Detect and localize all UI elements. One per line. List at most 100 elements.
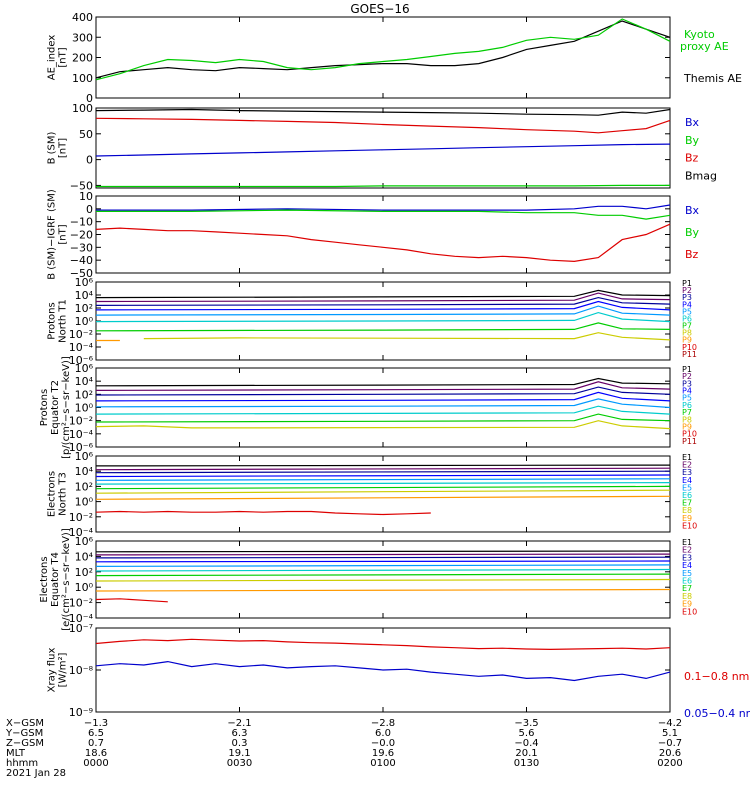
series-line — [95, 305, 671, 316]
legend-entry: E2 — [682, 461, 692, 470]
series-line — [95, 18, 671, 81]
legend-entry: P11 — [682, 437, 697, 446]
y-tick-label: 10⁶ — [75, 535, 94, 548]
legend-entry: P2 — [682, 372, 692, 381]
date-label: 2021 Jan 28 — [6, 768, 66, 779]
y-tick-label: 10⁻⁴ — [69, 526, 94, 539]
y-tick-label: 10⁻⁸ — [69, 664, 94, 677]
y-axis-label: Electrons — [47, 471, 58, 517]
orbit-value: −0.0 — [371, 738, 395, 749]
legend-entry: E7 — [682, 584, 692, 593]
y-axis-label: Xray flux — [47, 648, 58, 693]
y-tick-label: 10⁻⁴ — [69, 612, 94, 625]
panel-bsmigrf: 100−10−20−30−40−50 B (SM)−IGRF (SM) [nT] Bx… — [47, 189, 700, 280]
y-tick-label: 10⁻² — [69, 597, 93, 610]
y-tick-label: 10⁻⁶ — [69, 354, 94, 367]
legend-xray: 0.1−0.8 nm 0.05−0.4 nm — [684, 670, 750, 720]
legend-entry: E1 — [682, 538, 692, 547]
y-tick-label: 10⁴ — [75, 375, 94, 388]
orbit-value: 5.1 — [662, 728, 678, 739]
y-tick-label: 10² — [75, 302, 93, 315]
legend-entry: By — [685, 134, 700, 147]
y-axis-label: [W/m²] — [58, 652, 69, 687]
legend-entry: 0.1−0.8 nm — [684, 670, 749, 683]
series-line — [95, 573, 671, 577]
y-tick-label: 10⁶ — [75, 362, 94, 375]
orbit-value: 0200 — [657, 758, 682, 769]
legend-entry: P7 — [682, 322, 692, 331]
series-line — [95, 467, 671, 471]
series-line — [95, 588, 671, 592]
series-line — [95, 550, 671, 553]
series-line — [95, 413, 671, 423]
y-tick-label: −40 — [70, 254, 93, 267]
series-line — [95, 638, 671, 651]
series-line — [95, 377, 671, 387]
orbit-value: −2.1 — [227, 718, 251, 729]
y-axis-label: [nT] — [58, 47, 69, 67]
legend-entry: 0.05−0.4 nm — [684, 707, 750, 720]
legend-entry: E9 — [682, 600, 692, 609]
y-tick-label: 0 — [86, 203, 93, 216]
y-tick-label: 50 — [79, 128, 93, 141]
orbit-value: 6.0 — [375, 728, 391, 739]
series-line — [95, 478, 671, 481]
series-line — [95, 289, 671, 299]
orbit-value: −4.2 — [658, 718, 682, 729]
orbit-table: X−GSM −1.3 −2.1 −2.8 −3.5 −4.2 Y−GSM 6.5 6.3 6.0 5… — [5, 718, 683, 779]
y-tick-label: −50 — [70, 179, 93, 192]
legend-entry: P9 — [682, 336, 692, 345]
legend-bsm: Bx By Bz Bmag — [685, 116, 717, 182]
legend-entry: P8 — [682, 329, 692, 338]
series-line — [95, 489, 671, 494]
y-tick-label: 300 — [72, 31, 93, 44]
legend-entry: E6 — [682, 491, 692, 500]
y-tick-label: 10⁰ — [75, 402, 94, 415]
y-axis-label: North T3 — [58, 472, 69, 516]
series-line — [95, 381, 671, 391]
y-axis-label: B (SM) — [47, 131, 58, 164]
series-line — [96, 209, 671, 220]
legend-entry: P4 — [682, 387, 692, 396]
y-tick-label: 10² — [75, 480, 93, 493]
orbit-value: 20.6 — [659, 748, 681, 759]
series-line — [95, 292, 671, 303]
orbit-value: 5.6 — [519, 728, 535, 739]
y-tick-label: 0 — [86, 92, 93, 105]
legend-entry: Bx — [685, 204, 700, 217]
y-tick-label: 100 — [72, 102, 93, 115]
series-line — [95, 300, 671, 311]
series-line — [95, 143, 671, 157]
orbit-value: −0.4 — [514, 738, 538, 749]
orbit-value: 6.5 — [88, 728, 104, 739]
series-line — [95, 598, 168, 603]
y-axis-label: [e/(cm²−s−sr−keV)] — [61, 528, 72, 631]
legend-entry: E6 — [682, 577, 692, 586]
legend-entry: P1 — [682, 365, 692, 374]
panel-frame — [95, 107, 671, 189]
orbit-value: 19.1 — [228, 748, 250, 759]
legend-entry: Bmag — [685, 169, 717, 182]
series-line — [95, 117, 671, 134]
series-line — [95, 578, 671, 582]
plot-title: GOES−16 — [350, 2, 409, 16]
y-tick-label: 10² — [75, 388, 93, 401]
y-tick-label: 10⁻⁷ — [69, 622, 93, 635]
y-tick-label: 0 — [86, 154, 93, 167]
series-line — [95, 386, 671, 396]
orbit-value: 0.3 — [232, 738, 248, 749]
series-line — [95, 556, 671, 559]
series-line — [95, 495, 671, 500]
legend-bsmigrf: Bx By Bz — [685, 204, 700, 261]
y-tick-label: 10⁻² — [69, 511, 93, 524]
series-line — [95, 420, 671, 430]
series-line — [143, 332, 671, 341]
y-tick-label: 100 — [72, 72, 93, 85]
series-line — [95, 510, 431, 516]
orbit-value: 0000 — [83, 758, 108, 769]
y-axis-label: [nT] — [58, 138, 69, 158]
